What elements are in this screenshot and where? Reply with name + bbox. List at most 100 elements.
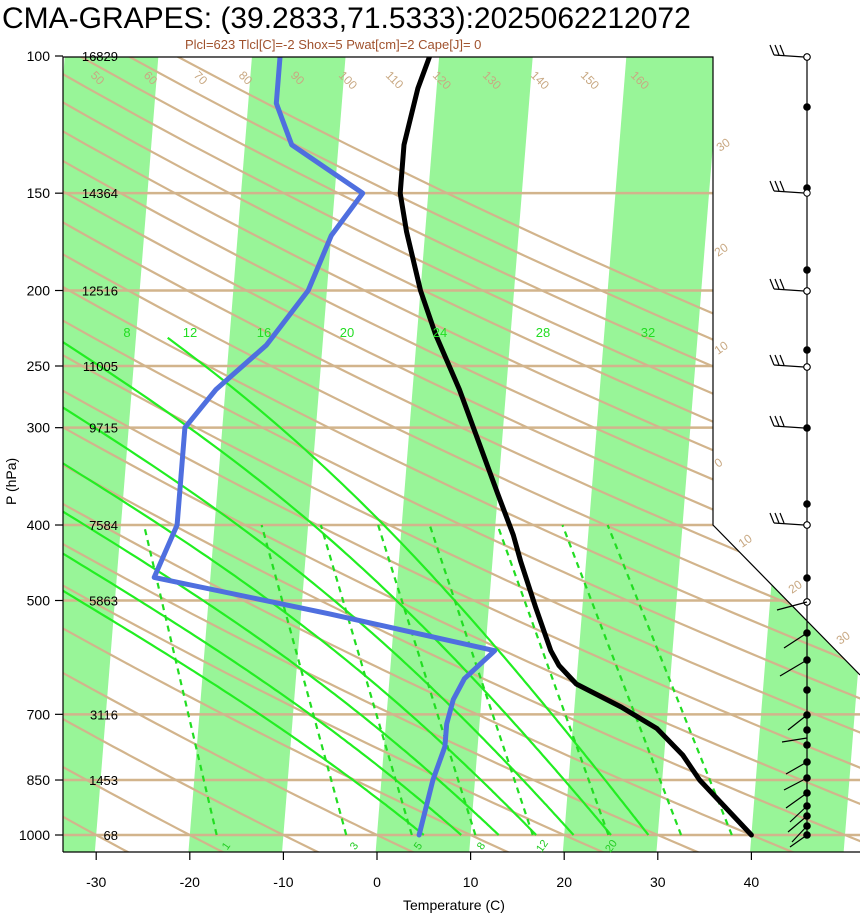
wind-barb-shaft [787, 714, 808, 731]
height-label: 14364 [82, 186, 118, 201]
x-tick-label: 10 [463, 874, 479, 890]
height-label: 3116 [90, 707, 118, 722]
dry-adiabat-line [63, 57, 350, 852]
dry-adiabat-line [63, 57, 542, 852]
chart-subtitle: Plcl=623 Tlcl[C]=-2 Shox=5 Pwat[cm]=2 Ca… [185, 37, 481, 52]
isotherm-label: 150 [578, 68, 602, 92]
moist-adiabat-line [63, 336, 537, 836]
mixing-ratio-label: 20 [603, 838, 620, 855]
wind-level-dot [803, 103, 811, 111]
x-tick-label: -30 [86, 874, 106, 890]
isotherm-label: 70 [191, 68, 211, 88]
moist-adiabat-line [63, 336, 612, 836]
sounding-profiles [151, 57, 754, 838]
y-tick-label: 200 [27, 283, 51, 299]
wind-barb-flag [779, 278, 785, 290]
mixing-ratio-labels: 1 3 5 8 12 20 [220, 838, 620, 855]
dry-adiabat-line [63, 57, 638, 852]
wind-barb-shaft [785, 761, 808, 775]
dry-adiabat-line [63, 57, 860, 852]
height-labels: 16829 14364 12516 11005 9715 7584 5863 3116 1453… [82, 49, 118, 843]
mixing-ratio-label: 8 [475, 840, 488, 852]
height-label: 11005 [83, 359, 118, 374]
y-tick-label: 150 [27, 185, 51, 201]
wind-barb-shaft [789, 805, 808, 823]
wind-barb-shaft [783, 777, 808, 791]
x-tick-label: -20 [180, 874, 200, 890]
calm-wind-circle [803, 287, 811, 295]
isotherm-label: 30 [834, 628, 853, 647]
isotherm-label: 20 [786, 577, 805, 596]
wind-profile [769, 44, 811, 848]
mixing-ratio-label: 12 [534, 838, 551, 855]
wind-barb-flag [774, 44, 780, 56]
moist-adiabat-label: 12 [183, 325, 197, 340]
x-axis-label: Temperature (C) [403, 897, 505, 913]
mixing-ratio-line [319, 524, 413, 836]
moist-adiabats [63, 336, 650, 836]
y-tick-label: 250 [27, 358, 51, 374]
dry-adiabat-line [63, 57, 735, 852]
wind-barb-flag [769, 180, 775, 192]
y-tick-label: 100 [27, 48, 51, 64]
wind-barb-shaft [773, 54, 805, 58]
wind-barb-shaft [787, 815, 808, 833]
chart-title: CMA-GRAPES: (39.2833,71.5333):2025062212… [2, 2, 691, 35]
wind-barb-flag [774, 354, 780, 366]
wind-barb-flag [779, 44, 785, 56]
wind-barb-flag [769, 354, 775, 366]
isotherm-band [184, 57, 352, 852]
height-label: 7584 [89, 518, 118, 533]
isotherm-band [372, 57, 539, 852]
wind-barb-flag [769, 278, 775, 290]
wind-barb-shaft [781, 737, 808, 743]
y-tick-label: 300 [27, 420, 51, 436]
wind-barb-flag [769, 512, 775, 524]
mixing-ratio-line [561, 524, 683, 836]
wind-barb-flag [779, 415, 785, 427]
frame-border [62, 56, 860, 852]
mixing-ratio-label: 1 [220, 840, 233, 852]
isotherm-label: 20 [712, 240, 731, 259]
isotherm-band [559, 57, 727, 852]
isotherm-label: 10 [736, 531, 755, 550]
calm-wind-circle [803, 521, 811, 529]
height-label: 1453 [89, 773, 118, 788]
wind-barb-flag [774, 415, 780, 427]
calm-wind-circle [803, 53, 811, 61]
wind-level-dot [803, 424, 811, 432]
wind-barb-shaft [773, 364, 805, 368]
wind-barb-shaft [785, 792, 808, 809]
isotherm-label: 10 [712, 338, 731, 357]
moist-adiabat-line [63, 336, 425, 836]
dry-adiabat-line [63, 57, 860, 852]
dry-adiabat-line [63, 57, 860, 852]
wind-barb-shaft [783, 632, 808, 649]
mixing-ratio-label: 5 [412, 840, 425, 852]
x-tick-label: 20 [556, 874, 572, 890]
isotherm-label: 30 [714, 135, 733, 154]
isotherm-label: 110 [383, 68, 407, 92]
wind-barb-shaft [779, 659, 808, 677]
wind-level-dot [803, 266, 811, 274]
mixing-ratio-line [260, 524, 348, 836]
height-label: 9715 [89, 421, 118, 436]
wind-barb-flag [779, 512, 785, 524]
calm-wind-circle [803, 189, 811, 197]
y-tick-label: 500 [27, 592, 51, 608]
height-label: 68 [104, 828, 118, 843]
mixing-ratio-line [606, 524, 733, 836]
isotherm-label: 0 [712, 455, 726, 470]
wind-barb-flag [769, 44, 775, 56]
dry-adiabat-line [63, 57, 831, 852]
wind-level-dot [803, 574, 811, 582]
wind-barb-shaft [789, 834, 808, 848]
wind-barb-flag [779, 180, 785, 192]
wind-level-dot [803, 686, 811, 694]
x-tick-label: -10 [273, 874, 293, 890]
wind-barb-shaft [773, 522, 805, 526]
plot-frame [62, 56, 860, 853]
wind-level-dot [803, 741, 811, 749]
